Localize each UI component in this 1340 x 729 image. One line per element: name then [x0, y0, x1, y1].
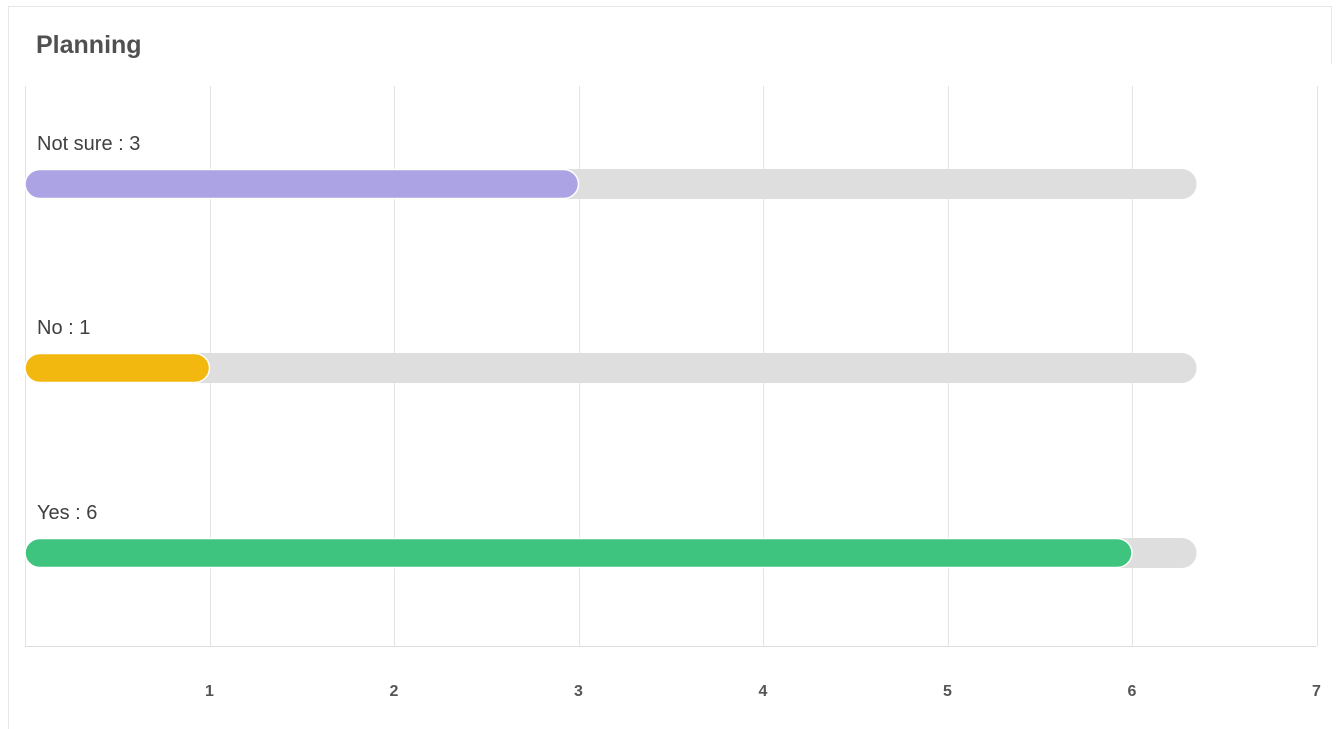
bars	[24, 168, 1197, 569]
bar-labels: Not sure : 3 No : 1 Yes : 6	[37, 133, 140, 524]
bar-no[interactable]	[24, 352, 211, 384]
x-tick-label-4: 4	[759, 683, 768, 700]
x-tick-label-7: 7	[1312, 683, 1321, 700]
x-tick-label-2: 2	[390, 683, 399, 700]
bar-not-sure[interactable]	[24, 168, 580, 200]
x-tick-label-1: 1	[205, 683, 214, 700]
bar-yes[interactable]	[24, 537, 1133, 569]
bar-label-yes: Yes : 6	[37, 502, 97, 524]
bar-label-not-sure: Not sure : 3	[37, 133, 140, 155]
x-tick-label-3: 3	[574, 683, 583, 700]
x-tick-label-5: 5	[943, 683, 952, 700]
chart-title: Planning	[36, 31, 142, 59]
bar-label-no: No : 1	[37, 317, 90, 339]
card-border	[1331, 6, 1332, 64]
x-tick-labels: 1 2 3 4 5 6 7	[205, 683, 1321, 700]
bar-track-no	[25, 353, 1197, 383]
x-tick-label-6: 6	[1128, 683, 1137, 700]
